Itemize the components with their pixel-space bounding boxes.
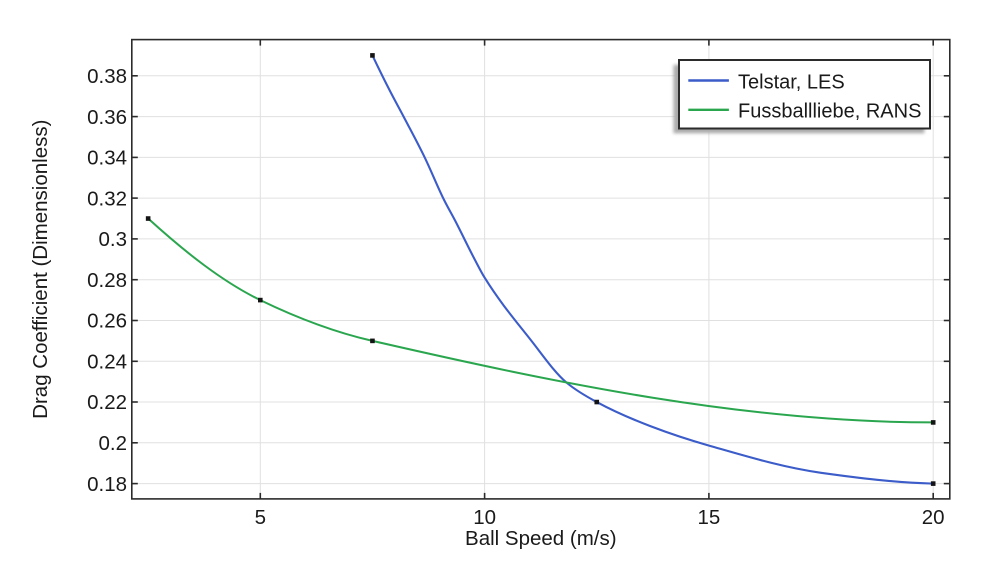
svg-text:0.22: 0.22 <box>87 391 127 414</box>
svg-text:0.18: 0.18 <box>87 473 127 496</box>
svg-text:Fussballliebe, RANS: Fussballliebe, RANS <box>738 101 921 123</box>
svg-text:0.34: 0.34 <box>87 147 127 170</box>
svg-text:0.32: 0.32 <box>87 187 127 210</box>
svg-text:0.28: 0.28 <box>87 269 127 292</box>
svg-text:0.2: 0.2 <box>99 432 128 455</box>
svg-text:Ball Speed (m/s): Ball Speed (m/s) <box>465 527 617 550</box>
svg-text:20: 20 <box>922 506 945 529</box>
svg-text:0.36: 0.36 <box>87 106 127 129</box>
svg-text:0.3: 0.3 <box>99 228 128 251</box>
svg-text:Drag Coefficient (Dimensionles: Drag Coefficient (Dimensionless) <box>29 120 52 419</box>
svg-text:0.24: 0.24 <box>87 351 127 374</box>
svg-text:5: 5 <box>255 506 266 529</box>
svg-text:Telstar, LES: Telstar, LES <box>738 71 845 93</box>
svg-text:15: 15 <box>697 506 720 529</box>
svg-text:0.38: 0.38 <box>87 65 127 88</box>
svg-text:10: 10 <box>473 506 496 529</box>
svg-text:0.26: 0.26 <box>87 310 127 333</box>
